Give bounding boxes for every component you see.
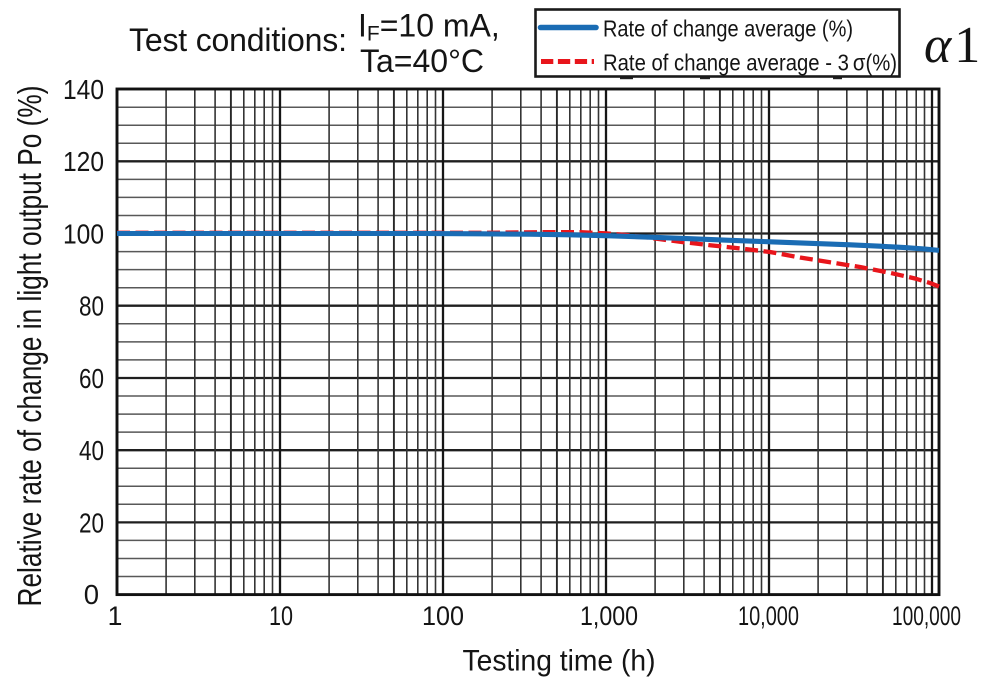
svg-text:10: 10: [269, 601, 293, 631]
svg-text:Rate of change average - 3 σ(%: Rate of change average - 3 σ(%): [603, 49, 897, 75]
svg-text:120: 120: [63, 146, 104, 177]
svg-text:0: 0: [84, 579, 99, 610]
svg-text:60: 60: [79, 363, 104, 394]
svg-text:IF=10 mA,: IF=10 mA,: [358, 8, 500, 46]
svg-text:Relative rate of change in lig: Relative rate of change in light output …: [11, 86, 48, 607]
svg-text:10,000: 10,000: [738, 601, 799, 631]
svg-text:140: 140: [63, 74, 104, 105]
svg-text:1: 1: [108, 601, 123, 631]
svg-text:Testing time (h): Testing time (h): [463, 645, 656, 678]
svg-text:α1: α1: [924, 17, 980, 74]
svg-text:Test conditions:: Test conditions:: [129, 22, 347, 58]
svg-text:100: 100: [422, 601, 464, 631]
svg-text:40: 40: [79, 435, 104, 466]
svg-text:Ta=40°C: Ta=40°C: [360, 43, 484, 79]
svg-text:20: 20: [79, 507, 104, 538]
svg-text:Rate of change average (%): Rate of change average (%): [603, 15, 853, 41]
svg-text:100: 100: [63, 218, 104, 249]
svg-text:1,000: 1,000: [580, 601, 638, 631]
svg-text:100,000: 100,000: [892, 601, 961, 631]
svg-text:80: 80: [79, 291, 104, 322]
